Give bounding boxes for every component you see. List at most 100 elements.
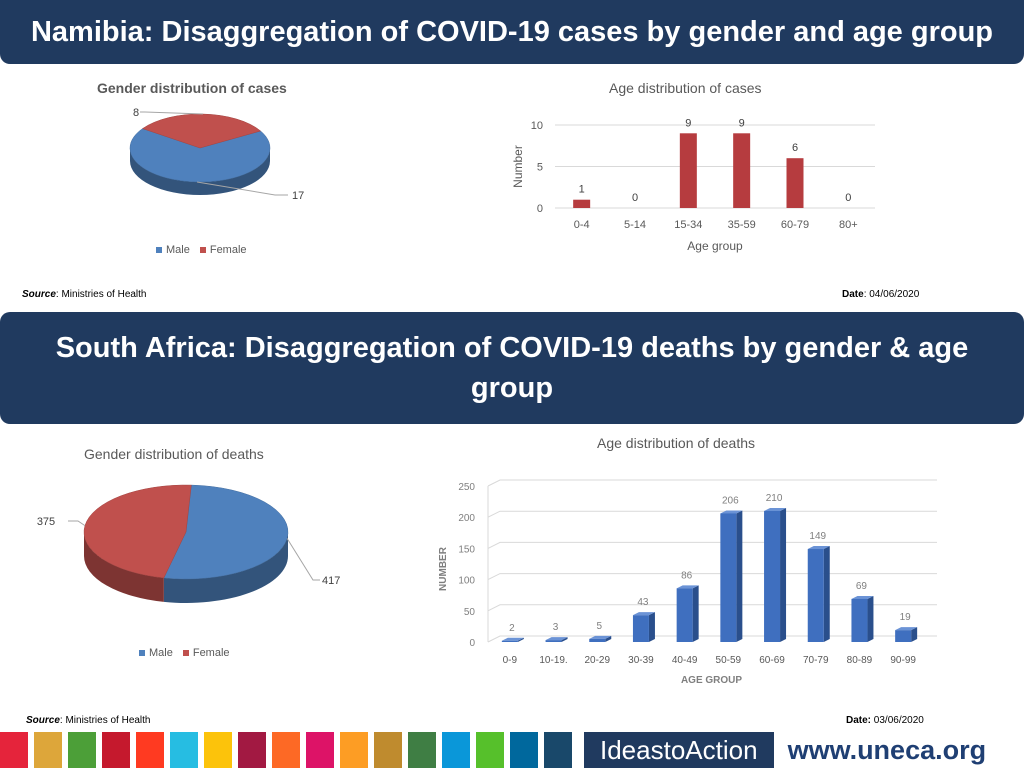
pie-data-label-female: 8	[133, 107, 139, 119]
pie-slice-side-male	[163, 532, 288, 603]
bar-top	[545, 637, 568, 641]
footer: IdeastoAction www.uneca.org	[0, 732, 1024, 768]
pie-slice-side-male	[130, 148, 270, 195]
x-tick-label: 40-49	[672, 655, 698, 666]
x-tick-label: 90-99	[890, 655, 916, 666]
y-tick-label: 5	[537, 162, 543, 174]
namibia-gender-pie-chart: 17 8	[129, 107, 304, 202]
gridline	[487, 479, 937, 487]
bar	[589, 638, 606, 642]
bar	[720, 513, 737, 642]
namibia-title-banner: Namibia: Disaggregation of COVID-19 case…	[0, 0, 1024, 64]
pie-leader-line	[68, 520, 86, 527]
bar-data-label: 86	[681, 570, 693, 581]
sa-gender-chart-title: Gender distribution of deaths	[84, 446, 264, 462]
pie-data-label-female: 375	[37, 516, 55, 528]
bar	[676, 588, 693, 642]
south-africa-title: South Africa: Disaggregation of COVID-19…	[55, 332, 969, 404]
bar-side	[736, 510, 743, 642]
bar-data-label: 3	[553, 622, 559, 633]
bar	[807, 549, 824, 642]
sdg-color-block	[510, 732, 538, 768]
bar-side	[561, 637, 568, 642]
gridline	[487, 573, 937, 581]
bar-data-label: 5	[596, 621, 602, 632]
sa-date-label: Date:	[846, 715, 872, 726]
bar-data-label: 149	[809, 531, 826, 542]
pie-slice-male	[163, 484, 289, 580]
sdg-color-block	[238, 732, 266, 768]
bar-side	[517, 637, 524, 642]
bar-data-label: 2	[509, 623, 515, 634]
bar-data-label: 206	[722, 495, 739, 506]
bar-side	[692, 585, 699, 642]
legend-male: Male	[139, 647, 173, 659]
y-tick-label: 10	[531, 120, 543, 132]
legend-female: Female	[199, 244, 247, 256]
sa-age-bar-chart: 0 50 100 150 200 250 2 0-9 3 10-19. 5 20-29 43 30-39 8…	[438, 479, 937, 686]
uneca-url-text[interactable]: www.uneca.org	[787, 734, 987, 765]
namibia-gender-legend: Male Female	[156, 244, 247, 256]
bar-side	[823, 546, 830, 642]
x-tick-label: 60-79	[781, 219, 809, 231]
bar-top	[764, 507, 787, 511]
y-axis-label: Number	[511, 145, 525, 188]
x-tick-label: 35-59	[728, 219, 756, 231]
legend-male-swatch	[139, 650, 145, 656]
sdg-color-block	[170, 732, 198, 768]
x-tick-label: 10-19.	[539, 655, 567, 666]
bar-side	[911, 627, 918, 642]
bar-side	[648, 612, 655, 642]
y-tick-label: 50	[464, 607, 476, 618]
bar	[501, 640, 518, 642]
sa-date-text: 03/06/2020	[873, 715, 924, 726]
bar-top	[851, 595, 874, 599]
sa-source: Source: Ministries of Health	[26, 715, 151, 726]
sa-date: Date: 03/06/2020	[846, 715, 924, 726]
x-tick-label: 0-4	[574, 219, 590, 231]
uneca-url[interactable]: www.uneca.org	[774, 732, 987, 768]
y-tick-label: 0	[469, 638, 475, 649]
sdg-color-block	[136, 732, 164, 768]
x-tick-label: 80+	[839, 219, 858, 231]
bar-data-label: 9	[739, 117, 745, 129]
bar-data-label: 1	[579, 184, 585, 196]
bar-top	[807, 546, 830, 550]
bar-data-label: 69	[856, 581, 868, 592]
legend-male: Male	[156, 244, 190, 256]
x-tick-label: 0-9	[503, 655, 518, 666]
bar-top	[589, 635, 612, 639]
pie-data-label-male: 17	[292, 190, 304, 202]
pie-slice-male	[129, 128, 271, 183]
bar	[545, 640, 562, 642]
sa-age-chart-title: Age distribution of deaths	[597, 435, 755, 451]
bar-data-label: 19	[900, 612, 912, 623]
x-tick-label: 50-59	[716, 655, 742, 666]
bar	[679, 133, 697, 208]
gridline	[487, 541, 937, 549]
bar	[733, 133, 751, 208]
gridline	[487, 604, 937, 612]
sa-gender-pie-chart: 417 375	[37, 484, 340, 603]
bar	[764, 510, 781, 642]
sa-gender-legend: Male Female	[139, 647, 230, 659]
sdg-color-block	[34, 732, 62, 768]
namibia-age-chart-title: Age distribution of cases	[609, 80, 762, 96]
sdg-color-block	[272, 732, 300, 768]
namibia-date: Date: 04/06/2020	[842, 289, 920, 300]
x-axis-label: Age group	[687, 239, 743, 253]
gridline	[487, 510, 937, 518]
bar-data-label: 9	[685, 117, 691, 129]
pie-data-label-male: 417	[322, 575, 340, 587]
sdg-color-block	[68, 732, 96, 768]
sdg-color-block	[374, 732, 402, 768]
namibia-gender-chart-title: Gender distribution of cases	[97, 80, 287, 96]
x-tick-label: 5-14	[624, 219, 646, 231]
bar-data-label: 6	[792, 142, 798, 154]
x-tick-label: 80-89	[847, 655, 873, 666]
bar-side	[867, 595, 874, 642]
sdg-color-block	[102, 732, 130, 768]
namibia-date-label: Date	[842, 289, 864, 300]
south-africa-title-banner: South Africa: Disaggregation of COVID-19…	[0, 312, 1024, 424]
pie-leader-line	[286, 538, 320, 581]
